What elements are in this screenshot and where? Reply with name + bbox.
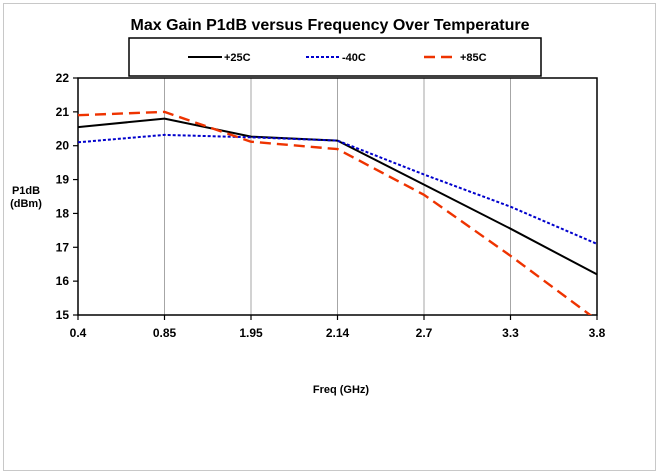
chart-title: Max Gain P1dB versus Frequency Over Temp…: [131, 17, 530, 34]
line-chart: Max Gain P1dB versus Frequency Over Temp…: [10, 17, 606, 396]
x-tick-label: 1.95: [239, 326, 263, 340]
legend-label: -40C: [342, 52, 366, 64]
x-axis-label: Freq (GHz): [313, 384, 370, 396]
y-tick-label: 22: [56, 71, 70, 85]
y-tick-label: 18: [56, 206, 70, 220]
x-tick-label: 0.85: [153, 326, 177, 340]
legend: +25C -40C +85C: [128, 37, 542, 77]
y-axis-label-line2: (dBm): [10, 198, 42, 210]
legend-label: +25C: [224, 52, 251, 64]
y-tick-label: 19: [56, 173, 70, 187]
y-tick-label: 16: [56, 274, 70, 288]
series-line-40c: [78, 133, 597, 245]
x-tick-label: 3.3: [502, 326, 519, 340]
y-axis-label-line1: P1dB: [12, 185, 40, 197]
x-tick-label: 0.4: [70, 326, 87, 340]
y-tick-label: 15: [56, 308, 70, 322]
x-tick-label: 2.14: [326, 326, 350, 340]
series-line-25c: [78, 117, 597, 276]
chart-frame: Max Gain P1dB versus Frequency Over Temp…: [3, 3, 656, 471]
x-tick-label: 3.8: [589, 326, 606, 340]
legend-label: +85C: [460, 52, 487, 64]
series-line-85c: [78, 110, 593, 315]
y-tick-label: 21: [56, 105, 70, 119]
plot-area: [73, 77, 598, 320]
y-tick-label: 20: [56, 139, 70, 153]
x-tick-label: 2.7: [416, 326, 433, 340]
y-tick-label: 17: [56, 240, 70, 254]
